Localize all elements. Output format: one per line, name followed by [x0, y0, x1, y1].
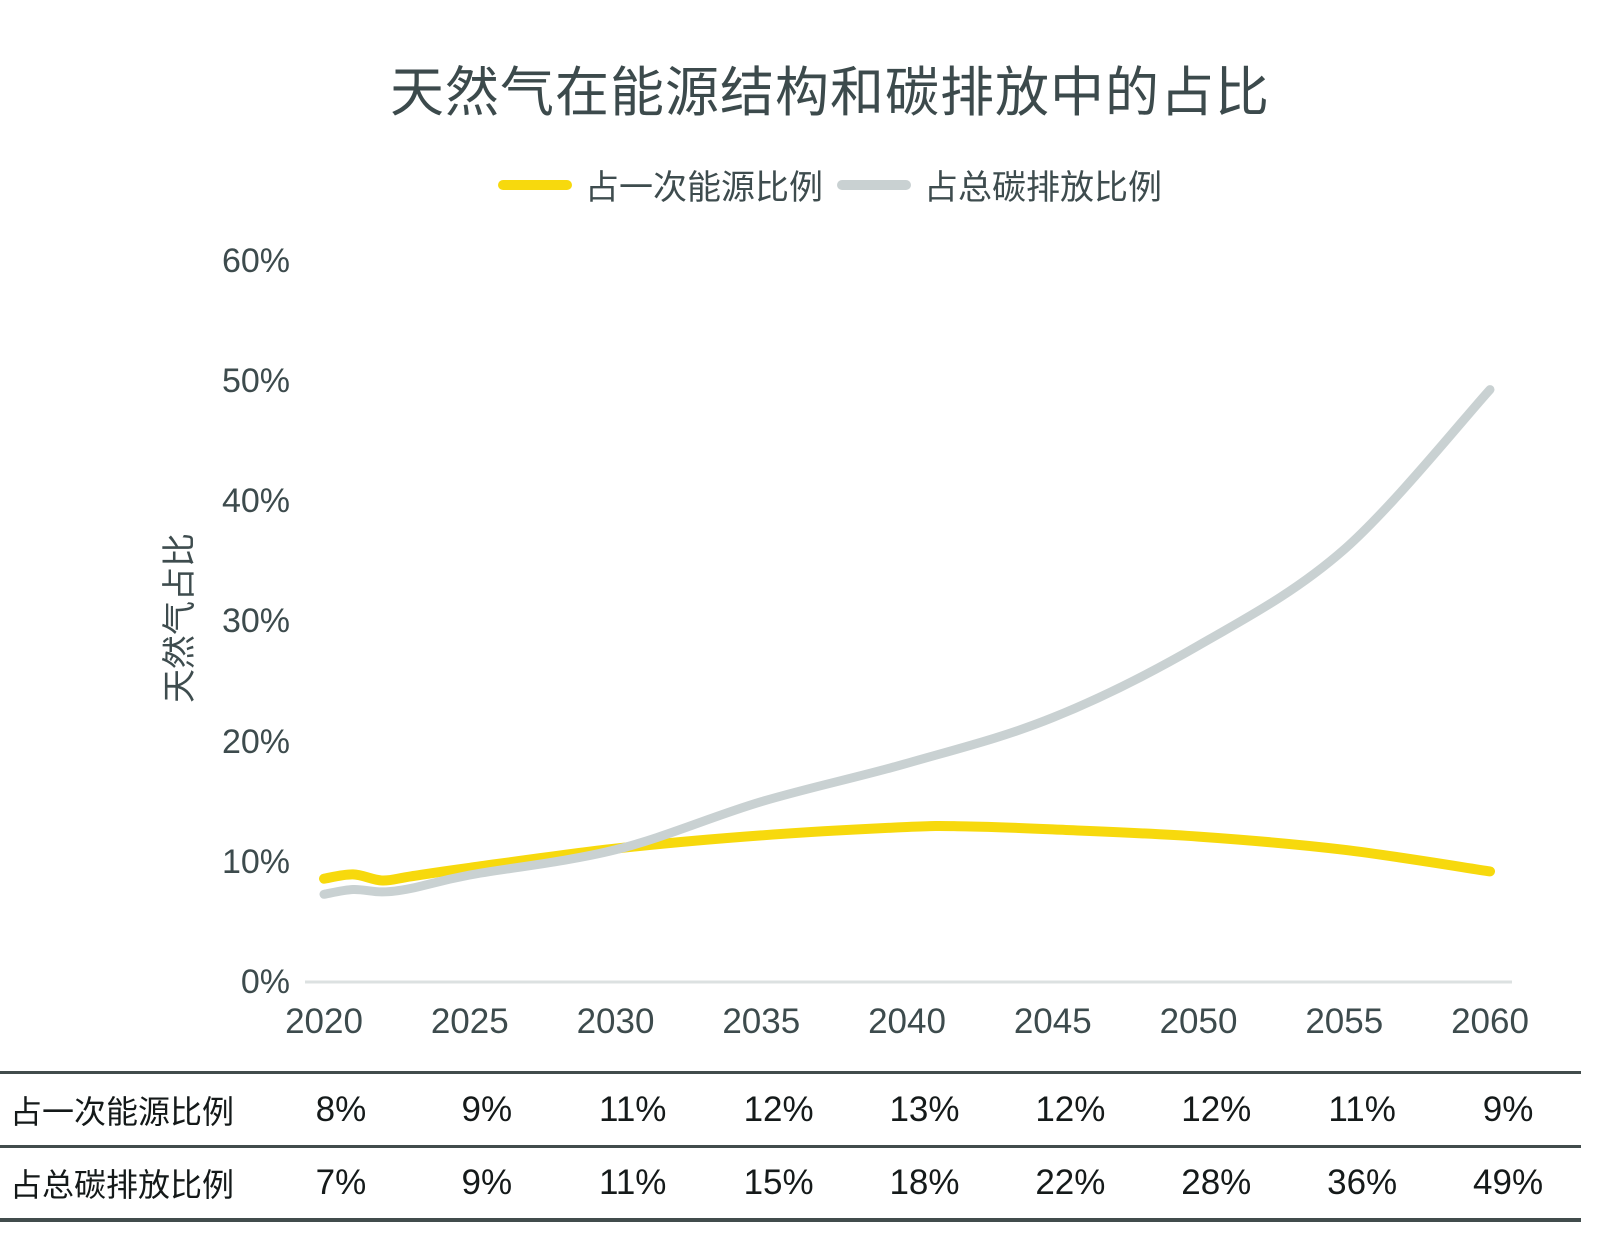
series-line-primary-energy: [319, 820, 1495, 886]
legend-item-primary-energy: 占一次能源比例: [498, 160, 823, 209]
y-tick-label: 10%: [221, 842, 290, 881]
legend-label-primary-energy: 占一次能源比例: [585, 169, 823, 207]
table-row: 占总碳排放比例 7% 9% 11% 15% 18% 22% 28% 36% 49%: [0, 1148, 1581, 1222]
chart-title: 天然气在能源结构和碳排放中的占比: [390, 63, 1270, 123]
table-cell-value: 22%: [1035, 1163, 1106, 1202]
y-tick-label: 0%: [240, 963, 290, 1001]
x-tick-label: 2050: [1159, 1002, 1238, 1041]
table-cell-value: 11%: [598, 1089, 667, 1129]
series-line-carbon: [319, 385, 1495, 899]
table-cell-value: 36%: [1327, 1163, 1398, 1202]
x-tick-label: 2055: [1305, 1002, 1384, 1041]
x-tick-label: 2060: [1451, 1002, 1529, 1041]
x-tick-label: 2020: [285, 1002, 363, 1041]
table-row-label: 占一次能源比例: [10, 1093, 235, 1130]
table-cell-value: 8%: [315, 1089, 367, 1129]
legend-swatch-primary-energy-icon: [498, 179, 572, 190]
x-tick-label: 2025: [430, 1002, 509, 1041]
legend-label-carbon: 占总碳排放比例: [924, 169, 1162, 207]
table-row-label: 占总碳排放比例: [10, 1167, 235, 1203]
legend-swatch-carbon-icon: [837, 179, 911, 190]
x-tick-label: 2045: [1013, 1002, 1092, 1041]
table-cell-value: 12%: [1035, 1089, 1106, 1129]
y-tick-label: 40%: [221, 482, 290, 521]
table-cell-value: 11%: [598, 1163, 667, 1202]
table-cell-value: 15%: [743, 1163, 814, 1202]
y-tick-label: 60%: [221, 241, 290, 280]
x-tick-label: 2035: [722, 1002, 801, 1041]
table-row: 占一次能源比例 8% 9% 11% 12% 13% 12% 12% 11% 9%: [0, 1074, 1581, 1148]
data-table: 占一次能源比例 8% 9% 11% 12% 13% 12% 12% 11% 9% 占总碳排放比例 7%…: [0, 1071, 1581, 1222]
table-cell-value: 49%: [1473, 1163, 1544, 1202]
table-cell-value: 9%: [1482, 1089, 1534, 1129]
table-cell-value: 9%: [461, 1163, 513, 1202]
y-tick-label: 30%: [221, 602, 290, 641]
legend: 占一次能源比例 占总碳排放比例: [0, 160, 1600, 209]
table-cell-value: 11%: [1328, 1089, 1396, 1129]
legend-item-carbon: 占总碳排放比例: [837, 160, 1162, 209]
x-tick-label: 2030: [576, 1002, 655, 1041]
table-cell-value: 12%: [743, 1089, 814, 1129]
y-tick-label: 20%: [221, 722, 290, 761]
x-tick-label: 2040: [868, 1002, 946, 1041]
table-cell-value: 28%: [1181, 1163, 1252, 1202]
table-cell-value: 12%: [1181, 1089, 1252, 1129]
table-cell-value: 9%: [461, 1089, 513, 1129]
table-cell-value: 7%: [315, 1163, 367, 1202]
y-tick-label: 50%: [221, 362, 290, 401]
table-cell-value: 13%: [889, 1089, 960, 1129]
table-cell-value: 18%: [889, 1163, 960, 1202]
